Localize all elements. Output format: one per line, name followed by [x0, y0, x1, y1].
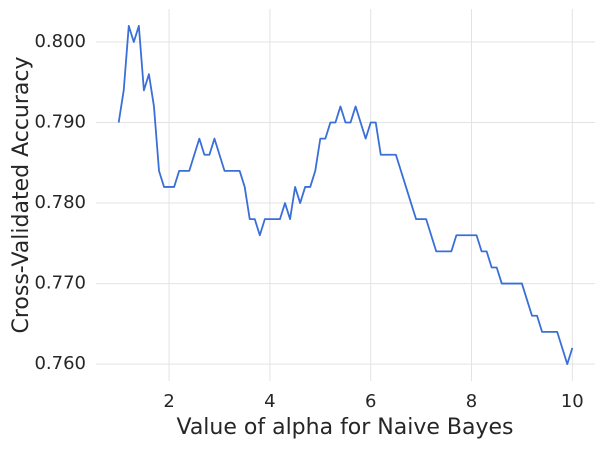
- x-tick-label: 10: [561, 391, 584, 412]
- x-axis-label: Value of alpha for Naive Bayes: [176, 415, 513, 440]
- x-tick-label: 8: [466, 391, 477, 412]
- y-tick-label: 0.770: [34, 273, 86, 294]
- y-tick-label: 0.760: [34, 353, 86, 374]
- data-line: [117, 25, 574, 365]
- y-tick-label: 0.790: [34, 112, 86, 133]
- x-tick-label: 2: [163, 391, 174, 412]
- x-tick-label: 6: [365, 391, 376, 412]
- y-tick-label: 0.780: [34, 192, 86, 213]
- x-tick-label: 4: [264, 391, 275, 412]
- y-tick-label: 0.800: [34, 31, 86, 52]
- y-axis-label: Cross-Validated Accuracy: [9, 56, 34, 333]
